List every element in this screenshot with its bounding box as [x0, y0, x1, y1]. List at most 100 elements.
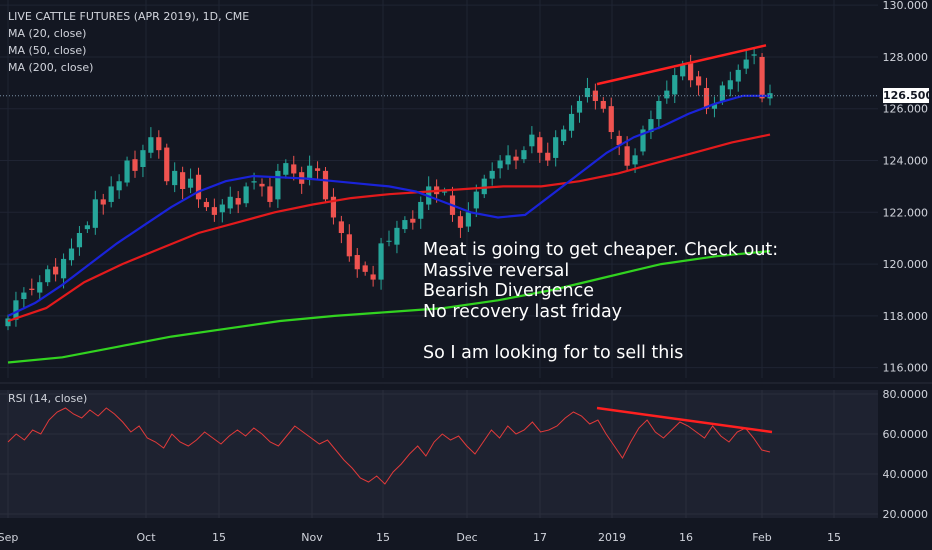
candle-body	[100, 199, 106, 205]
candle-body	[529, 134, 535, 147]
price-axis-label: 116.000	[883, 362, 929, 375]
candle-body	[584, 88, 591, 98]
candle-body	[275, 170, 281, 200]
candle-body	[727, 80, 733, 90]
candle-body	[672, 75, 678, 95]
annotation-line: Bearish Divergence	[423, 281, 595, 301]
rsi-axis-label: 20.0000	[883, 508, 929, 521]
ma200-line	[7, 250, 771, 364]
candle-body	[616, 135, 622, 145]
candle-body	[45, 269, 51, 283]
candle-body	[68, 248, 75, 261]
candle-body	[489, 170, 495, 179]
candle-body	[164, 147, 170, 182]
time-axis-label: 15	[212, 531, 226, 544]
candle-body	[513, 156, 519, 161]
candle-body	[537, 137, 543, 153]
candle-body	[235, 198, 241, 205]
candle-body	[13, 300, 19, 320]
candle-body	[553, 137, 559, 158]
candle-body	[751, 54, 757, 56]
time-axis-label: Oct	[136, 531, 156, 544]
candle-body	[418, 201, 424, 219]
ma50-line	[7, 133, 771, 323]
candle-body	[378, 243, 384, 280]
time-axis-label: 17	[533, 531, 547, 544]
candle-body	[243, 186, 249, 204]
rsi-axis-label: 60.0000	[883, 428, 929, 441]
candle-body	[441, 191, 448, 193]
price-axis-label: 122.000	[883, 206, 929, 219]
candle-body	[497, 160, 503, 169]
candle-body	[402, 220, 408, 230]
candle-body	[60, 258, 67, 279]
rsi-divergence-line	[596, 406, 773, 434]
candle-body	[735, 69, 741, 82]
candle-body	[140, 150, 146, 167]
candle-body	[5, 318, 11, 327]
candle-body	[592, 90, 598, 101]
candle-body	[180, 172, 186, 189]
candle-body	[307, 165, 313, 180]
candle-body	[211, 207, 217, 215]
candle-body	[505, 155, 511, 165]
candle-body	[116, 181, 122, 191]
candle-body	[172, 170, 178, 186]
candle-body	[481, 178, 487, 195]
candle-body	[656, 100, 662, 120]
candle-body	[53, 266, 59, 275]
candle-body	[132, 159, 138, 171]
price-axis-label: 130.000	[883, 0, 929, 12]
symbol-title: LIVE CATTLE FUTURES (APR 2019), 1D, CME	[8, 10, 250, 23]
candle-body	[314, 168, 321, 171]
price-axis-label: 120.000	[883, 258, 929, 271]
annotation-line: Meat is going to get cheaper. Check out:	[423, 240, 779, 260]
candle-body	[291, 164, 297, 174]
study-ma200: MA (200, close)	[8, 61, 94, 74]
candle-body	[92, 199, 98, 228]
candle-body	[251, 181, 257, 183]
candle-body	[457, 216, 464, 228]
rsi-line	[7, 407, 771, 485]
candle-body	[664, 90, 670, 99]
candle-body	[719, 85, 725, 101]
candle-body	[521, 150, 527, 160]
candle-body	[195, 174, 202, 200]
candle-body	[37, 282, 43, 293]
candle-body	[473, 191, 479, 209]
time-axis-label: Dec	[456, 531, 477, 544]
candle-body	[576, 100, 583, 113]
candle-body	[124, 160, 130, 183]
study-ma20: MA (20, close)	[8, 27, 87, 40]
time-axis-label: 16	[679, 531, 693, 544]
candle-body	[338, 221, 344, 234]
candle-body	[267, 186, 273, 202]
annotation-line: So I am looking for to sell this	[423, 342, 684, 363]
candle-body	[227, 196, 233, 209]
candle-body	[29, 288, 35, 290]
candle-body	[322, 170, 329, 200]
price-axis-label: 124.000	[883, 155, 929, 168]
rsi-legend: RSI (14, close)	[8, 392, 88, 405]
candle-body	[354, 255, 360, 270]
candle-body	[108, 186, 114, 202]
time-axis-label: 15	[827, 531, 841, 544]
candle-body	[568, 113, 575, 131]
candle-body	[370, 274, 376, 280]
candle-body	[386, 240, 392, 242]
candle-body	[545, 152, 551, 161]
candle-body	[688, 63, 694, 81]
candle-body	[465, 212, 471, 227]
ma20-line	[7, 94, 770, 317]
candle-body	[711, 103, 718, 109]
time-axis-label: Sep	[0, 531, 18, 544]
candle-body	[76, 233, 83, 248]
candle-body	[148, 137, 154, 153]
time-axis-label: 15	[376, 531, 390, 544]
annotation-text: Meat is going to get cheaper. Check out:…	[423, 240, 778, 363]
rsi-pane	[0, 390, 878, 518]
annotation-line	[423, 322, 778, 343]
candle-body	[608, 106, 614, 133]
rsi-axis-label: 80.0000	[883, 388, 929, 401]
